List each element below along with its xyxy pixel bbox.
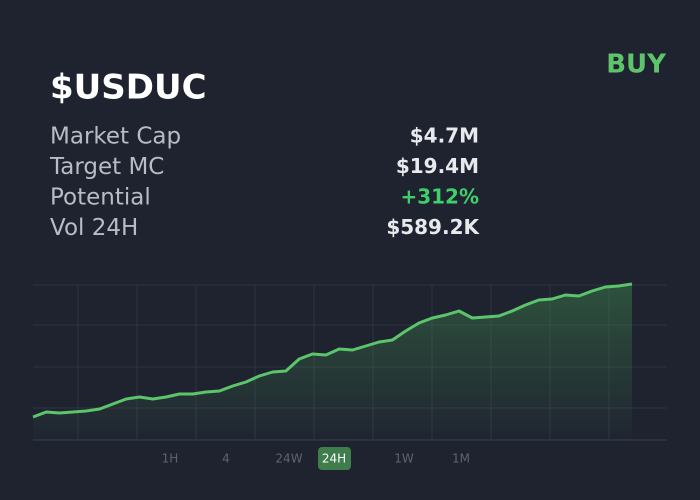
stat-label: Market Cap [50, 124, 181, 150]
timeframe-active-bg [318, 447, 351, 470]
price-line [32, 282, 633, 419]
timeframe-button[interactable]: 24H [322, 452, 346, 466]
buy-button[interactable]: BUY [606, 50, 667, 80]
timeframe-button[interactable]: 1W [394, 452, 414, 466]
timeframe-button[interactable]: 4 [222, 452, 230, 466]
stat-value: +312% [400, 185, 479, 209]
timeframe-button[interactable]: 1M [452, 452, 470, 466]
stat-label: Potential [50, 185, 151, 211]
stat-label: Target MC [49, 154, 164, 180]
timeframe-button[interactable]: 1H [162, 452, 179, 466]
token-title: $USDUC [50, 68, 207, 108]
price-area [33, 284, 632, 440]
stat-value: $589.2K [386, 215, 480, 239]
timeframe-button[interactable]: 24W [275, 452, 302, 466]
stat-value: $4.7M [410, 124, 479, 148]
stat-label: Vol 24H [50, 215, 138, 241]
stat-value: $19.4M [396, 154, 479, 178]
